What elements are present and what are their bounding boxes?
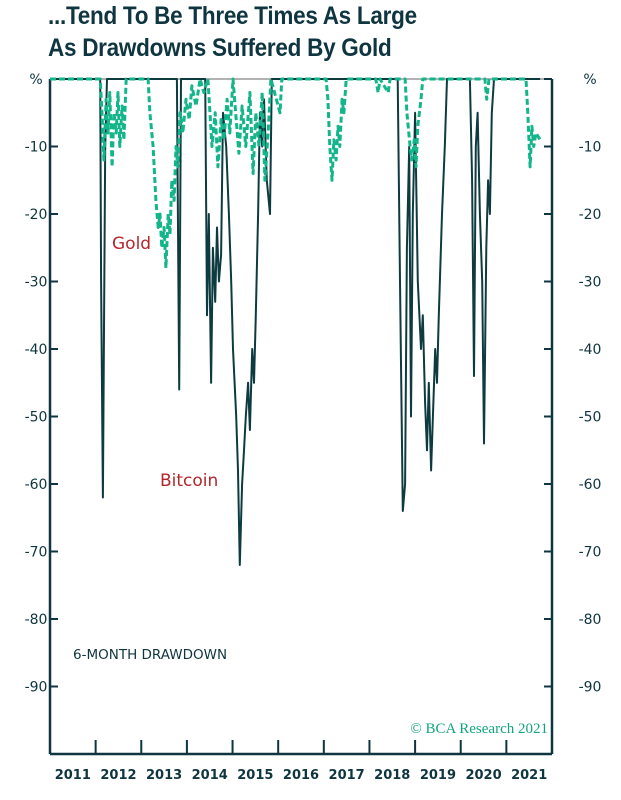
x-tick-label: 2014 [192, 768, 228, 783]
series-label-bitcoin: Bitcoin [160, 471, 218, 491]
y-tick-label-right: -20 [579, 207, 602, 223]
y-tick-label-left: % [29, 72, 42, 88]
y-tick-label-right: -80 [579, 612, 602, 628]
y-tick-label-right: -70 [579, 545, 602, 561]
panel-label: 6-MONTH DRAWDOWN [73, 647, 227, 663]
y-tick-label-left: -30 [25, 275, 48, 291]
chart-title: ...Tend To Be Three Times As Large [48, 2, 417, 30]
x-tick-label: 2011 [55, 768, 91, 783]
y-tick-label-left: -20 [25, 207, 48, 223]
series-line-gold [50, 77, 542, 270]
y-tick-label-left: -40 [25, 342, 48, 358]
y-tick-label-right: -90 [579, 680, 602, 696]
y-tick-label-right: % [583, 72, 596, 88]
x-tick-label: 2015 [237, 768, 273, 783]
x-tick-label: 2019 [420, 768, 456, 783]
series-label-gold: Gold [112, 234, 151, 254]
x-tick-label: 2012 [100, 768, 136, 783]
y-tick-label-right: -50 [579, 410, 602, 426]
x-tick-label: 2018 [374, 768, 410, 783]
y-tick-label-left: -10 [25, 140, 48, 156]
y-tick-label-left: -80 [25, 612, 48, 628]
y-tick-label-left: -50 [25, 410, 48, 426]
y-tick-label-left: -60 [25, 477, 48, 493]
y-tick-label-right: -40 [579, 342, 602, 358]
x-tick-label: 2017 [329, 768, 365, 783]
series-line-bitcoin [50, 78, 541, 566]
x-tick-label: 2013 [146, 768, 182, 783]
y-tick-label-left: -70 [25, 545, 48, 561]
y-tick-label-right: -60 [579, 477, 602, 493]
x-tick-label: 2020 [465, 768, 501, 783]
y-tick-label-right: -10 [579, 140, 602, 156]
chart-subtitle: As Drawdowns Suffered By Gold [48, 34, 392, 62]
y-tick-label-right: -30 [579, 275, 602, 291]
y-tick-label-left: -90 [25, 680, 48, 696]
source-credit: © BCA Research 2021 [410, 721, 548, 737]
x-tick-label: 2021 [511, 768, 547, 783]
x-tick-label: 2016 [283, 768, 319, 783]
